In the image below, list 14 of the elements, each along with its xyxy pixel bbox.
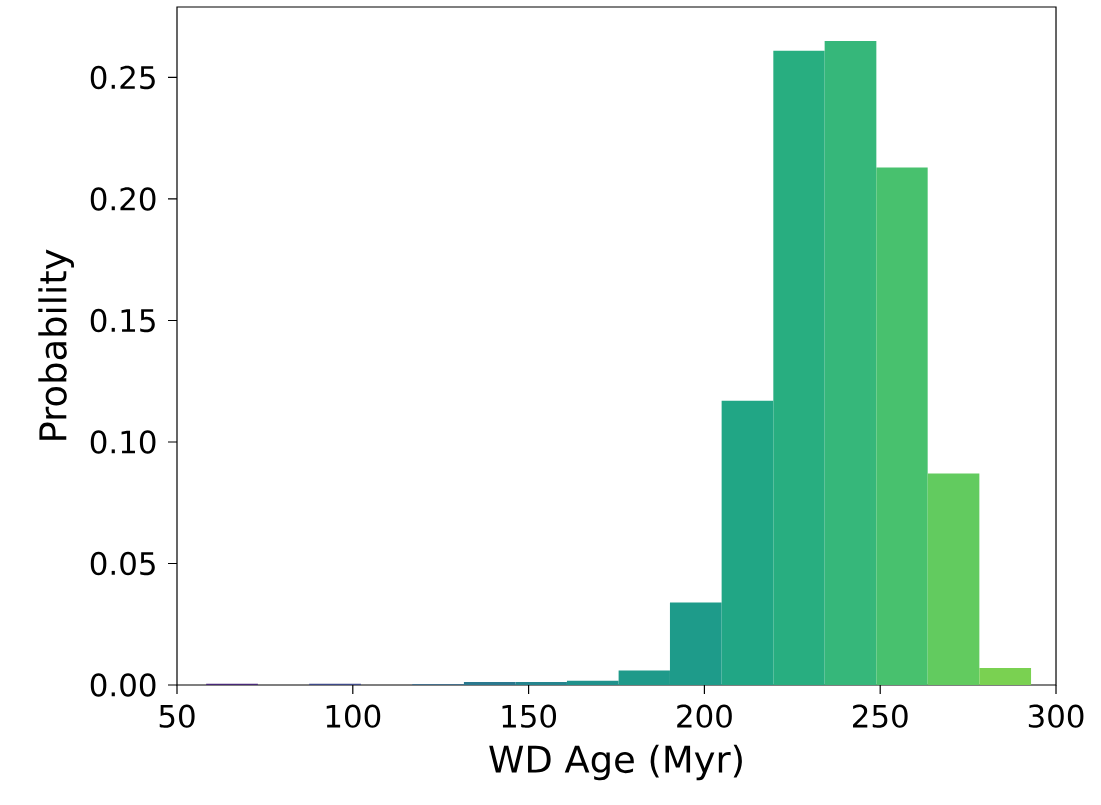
y-tick-label: 0.25 [90, 65, 155, 90]
x-tick-label: 300 [1028, 704, 1084, 728]
x-tick-label: 250 [853, 704, 908, 728]
x-tick-label: 200 [677, 704, 732, 728]
y-tick-label: 0.10 [90, 430, 156, 454]
x-tick-label: 50 [159, 704, 195, 728]
y-tick-label: 0.15 [90, 308, 155, 333]
x-tick-label: 100 [326, 704, 381, 728]
x-tick-label: 150 [502, 704, 557, 728]
y-tick-label: 0.20 [90, 187, 156, 211]
y-axis-title: Probability [38, 249, 74, 440]
y-tick-label: 0.00 [90, 673, 156, 697]
x-axis-title: WD Age (Myr) [489, 744, 742, 781]
y-tick-label: 0.05 [90, 551, 155, 576]
